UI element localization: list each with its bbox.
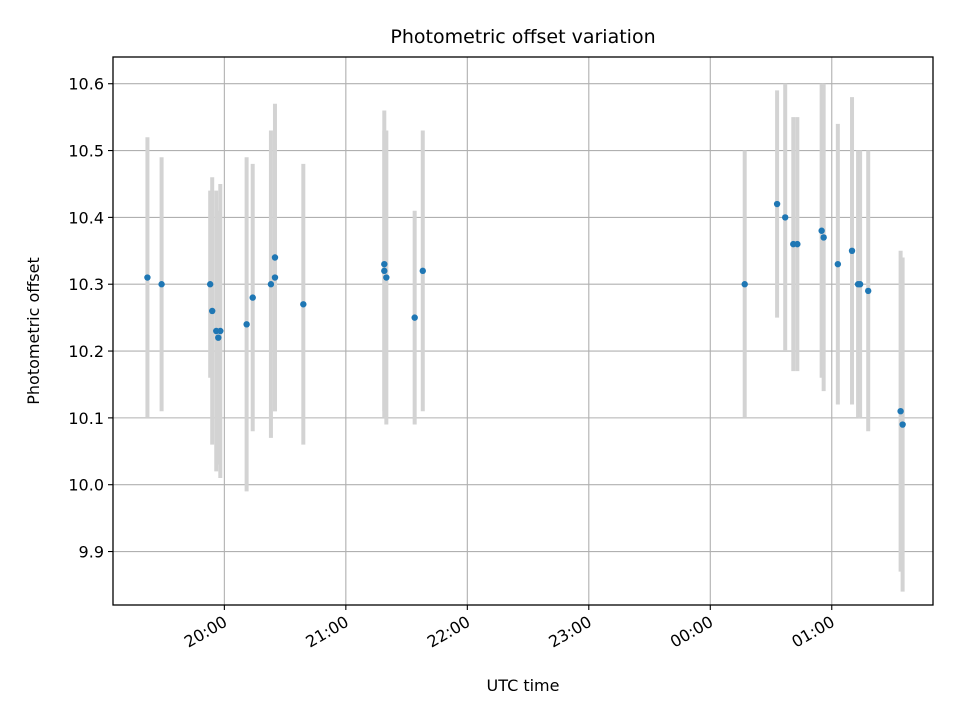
data-point xyxy=(794,240,801,248)
data-point xyxy=(215,334,222,341)
y-tick-label: 10.1 xyxy=(68,409,104,428)
y-tick-label: 10.4 xyxy=(68,208,104,227)
y-tick-label: 10.5 xyxy=(68,142,104,161)
y-tick-label: 10.6 xyxy=(68,75,104,94)
x-axis-title: UTC time xyxy=(487,676,560,695)
y-axis: 9.9 10.0 10.1 10.2 10.3 10.4 10.5 10.6 xyxy=(68,75,113,562)
data-point xyxy=(271,274,279,281)
data-point xyxy=(848,247,856,255)
data-point xyxy=(206,281,214,288)
data-point xyxy=(897,407,904,415)
data-point xyxy=(381,260,388,268)
data-point xyxy=(865,287,872,295)
data-point xyxy=(419,267,426,275)
data-point xyxy=(158,281,165,288)
data-point xyxy=(217,327,224,335)
data-point xyxy=(144,274,151,281)
data-point xyxy=(411,314,418,321)
data-point xyxy=(300,301,307,308)
data-point xyxy=(249,294,256,301)
data-point xyxy=(856,281,864,288)
data-point xyxy=(820,234,827,241)
y-axis-title: Photometric offset xyxy=(24,257,43,405)
data-point xyxy=(209,307,216,315)
data-point xyxy=(271,254,279,261)
data-point xyxy=(383,274,390,281)
data-point xyxy=(741,281,748,288)
y-tick-label: 10.0 xyxy=(68,476,104,495)
plot-frame xyxy=(112,56,934,606)
y-tick-label: 10.3 xyxy=(68,275,104,294)
data-point xyxy=(267,281,275,288)
data-points xyxy=(144,200,906,428)
y-tick-label: 9.9 xyxy=(79,543,104,562)
y-tick-label: 10.2 xyxy=(68,342,104,361)
data-point xyxy=(773,200,781,208)
data-point xyxy=(818,227,825,234)
data-point xyxy=(899,421,906,428)
data-point xyxy=(381,267,388,275)
data-point xyxy=(834,260,842,268)
data-point xyxy=(243,321,250,328)
chart-title: Photometric offset variation xyxy=(390,26,655,48)
data-point xyxy=(781,214,789,221)
